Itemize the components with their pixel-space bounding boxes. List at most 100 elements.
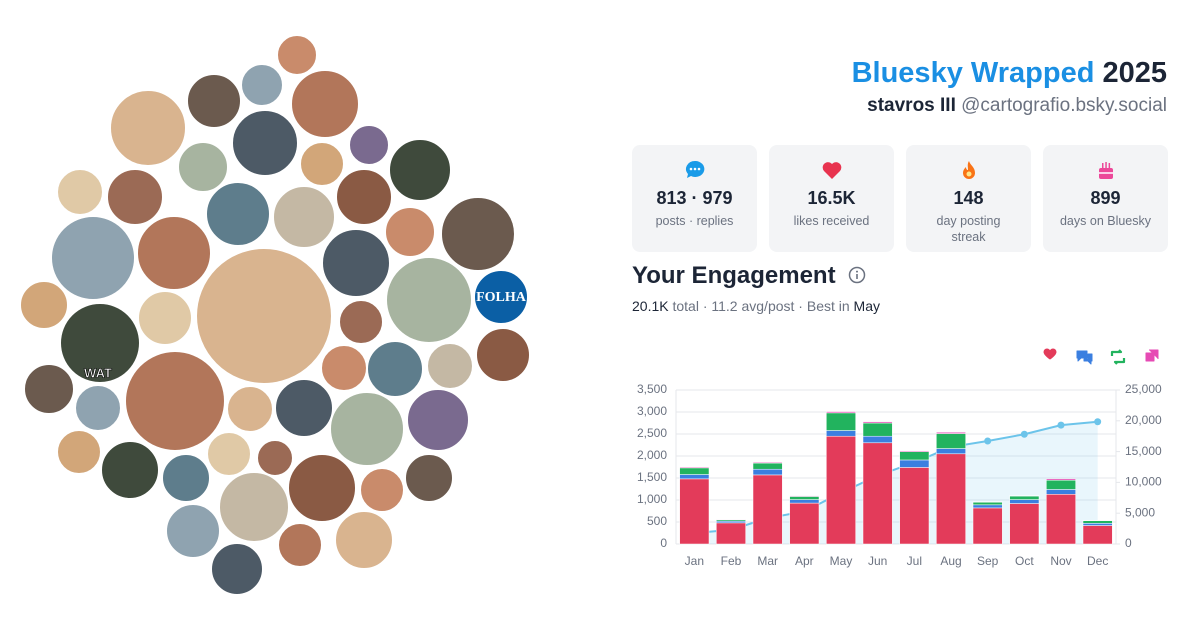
- x-tick-label: Sep: [977, 554, 999, 568]
- y-tick-label: 2,500: [637, 426, 667, 440]
- avatar: [109, 89, 187, 167]
- bar-segment: [936, 433, 966, 449]
- avatar: [359, 467, 405, 513]
- cumulative-point: [1094, 418, 1102, 426]
- avatar: [388, 138, 452, 202]
- bar-segment: [862, 435, 893, 444]
- bar-segment: [826, 412, 856, 431]
- avatar: [100, 440, 160, 500]
- display-name: stavros III: [867, 95, 956, 116]
- avatar: [240, 63, 284, 107]
- x-tick-label: Nov: [1050, 554, 1071, 568]
- legend-icon: [1110, 349, 1126, 365]
- bar-segment: [826, 435, 856, 545]
- bar-segment: [936, 453, 966, 545]
- avatar-text: FOLHA: [476, 290, 527, 305]
- info-icon[interactable]: [848, 266, 866, 284]
- stat-card: 813 · 979 posts · replies: [632, 145, 757, 252]
- bar-segment: [899, 450, 930, 452]
- bar-segment: [862, 422, 893, 437]
- avatar: [137, 290, 193, 346]
- y-tick-label: 1,000: [637, 492, 667, 506]
- avatar: [287, 453, 357, 523]
- bar-segment: [679, 466, 710, 469]
- avatar: [406, 388, 470, 452]
- summary-text: total · 11.2 avg/post · Best in: [672, 298, 850, 314]
- x-tick-label: Feb: [721, 554, 742, 568]
- bar-segment: [1082, 520, 1113, 524]
- handle: @cartografio.bsky.social: [961, 95, 1167, 116]
- y2-tick-label: 25,000: [1125, 382, 1162, 396]
- stat-card: 899 days on Bluesky: [1043, 145, 1168, 252]
- bar-segment: [1082, 523, 1113, 526]
- bar-segment: [789, 499, 820, 504]
- heart-icon: [822, 162, 841, 179]
- avatar: [440, 196, 516, 272]
- cake-icon: [1098, 162, 1113, 179]
- x-tick-label: Jun: [868, 554, 887, 568]
- avatar: [210, 542, 264, 596]
- avatar: [272, 185, 336, 249]
- y2-tick-label: 5,000: [1125, 505, 1155, 519]
- avatar: [186, 73, 242, 129]
- avatar: [277, 522, 323, 568]
- stat-label: posts · replies: [655, 214, 734, 228]
- y2-tick-label: 15,000: [1125, 444, 1162, 458]
- avatar-cluster: FOLHA WAT: [19, 34, 531, 596]
- bar-segment: [1046, 478, 1076, 481]
- engagement-summary: 20.1K total · 11.2 avg/post · Best in Ma…: [632, 298, 880, 314]
- avatar: [385, 256, 473, 344]
- avatar-text: WAT: [84, 365, 112, 380]
- x-tick-label: May: [830, 554, 853, 568]
- y-tick-label: 2,000: [637, 448, 667, 462]
- bar-segment: [752, 468, 783, 476]
- flame-icon: [962, 161, 975, 179]
- avatar: [56, 429, 102, 475]
- avatar: [59, 302, 141, 384]
- total: 20.1K: [632, 298, 669, 314]
- engagement-chart: 0 500 1,000 1,500 2,000 2,500 3,000 3,500 0 5,000…: [637, 348, 1162, 568]
- avatar: [231, 109, 299, 177]
- stat-card: 16.5K likes received: [769, 145, 894, 252]
- bar-segment: [972, 504, 1003, 509]
- bar-segment: [826, 411, 856, 414]
- avatar: [335, 168, 393, 226]
- title: Bluesky Wrapped 2025: [852, 57, 1167, 90]
- x-tick-label: Aug: [940, 554, 961, 568]
- stat-value: 813 · 979: [656, 188, 733, 208]
- app-title: Bluesky Wrapped: [851, 57, 1095, 89]
- x-tick-label: Dec: [1087, 554, 1108, 568]
- avatar: [348, 124, 390, 166]
- y-tick-label: 3,000: [637, 404, 667, 418]
- y2-tick-label: 20,000: [1125, 413, 1162, 427]
- avatar: [56, 168, 104, 216]
- stat-value: 899: [1090, 188, 1121, 208]
- bar-segment: [899, 451, 930, 461]
- bar-segment: [752, 462, 783, 470]
- bar-segment: [752, 474, 783, 545]
- year: 2025: [1102, 57, 1167, 89]
- avatar: [338, 299, 384, 345]
- bar-segment: [752, 461, 783, 464]
- avatar: [426, 342, 474, 390]
- stat-label: day posting streak: [936, 214, 1001, 244]
- avatar: [205, 181, 271, 247]
- avatar: [218, 471, 290, 543]
- stat-label: days on Bluesky: [1059, 214, 1152, 228]
- y2-tick-label: 0: [1125, 536, 1132, 550]
- bar-segment: [1082, 525, 1113, 545]
- bar-segment: [789, 502, 820, 545]
- x-tick-label: Jul: [907, 554, 922, 568]
- y-tick-label: 1,500: [637, 470, 667, 484]
- cumulative-point: [1057, 421, 1065, 429]
- avatar: [334, 510, 394, 570]
- bar-segment: [862, 442, 893, 545]
- bar-segment: [1009, 495, 1040, 500]
- avatar: [290, 69, 360, 139]
- avatar: [106, 168, 164, 226]
- bar-segment: [899, 459, 930, 468]
- bar-segment: [862, 421, 893, 424]
- y2-tick-label: 10,000: [1125, 475, 1162, 489]
- bar-segment: [972, 501, 1003, 506]
